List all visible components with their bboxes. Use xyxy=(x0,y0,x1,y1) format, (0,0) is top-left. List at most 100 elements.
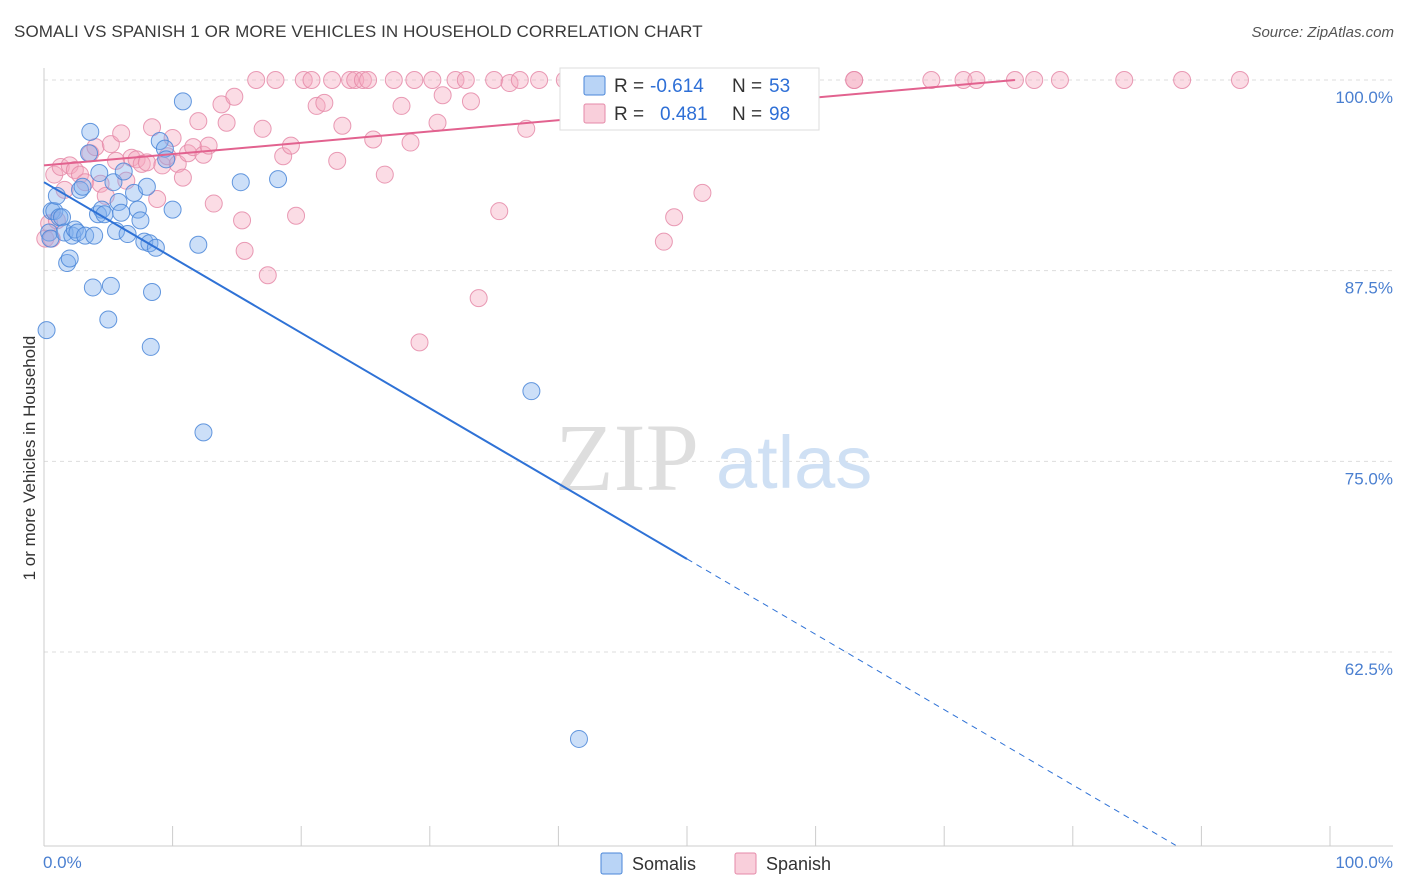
spanish-point xyxy=(353,71,372,89)
legend-swatch-somali xyxy=(583,75,606,96)
legend: R = -0.614 N = 53 R = 0.481 N = 98 xyxy=(559,67,820,131)
bottom-legend-somali: Somalis xyxy=(632,854,696,874)
legend-r-label-spanish: R = xyxy=(614,104,644,125)
legend-n-label-somali: N = xyxy=(732,76,762,97)
somali-trend-line xyxy=(43,181,688,560)
legend-n-spanish: 98 xyxy=(769,104,790,125)
axes xyxy=(43,68,1393,847)
spanish-point xyxy=(510,71,529,89)
spanish-point xyxy=(266,71,285,89)
watermark-zip: ZIP xyxy=(555,404,699,511)
spanish-point xyxy=(333,116,352,135)
spanish-point xyxy=(274,147,293,166)
y-tick-label: 75.0% xyxy=(1345,469,1393,488)
somali-point xyxy=(112,203,131,222)
spanish-point xyxy=(143,118,162,137)
bottom-legend-swatch-somali xyxy=(600,852,623,875)
somali-point xyxy=(40,223,59,242)
somali-trend-extension xyxy=(686,558,1176,846)
spanish-point xyxy=(341,71,360,89)
spanish-point xyxy=(235,241,254,260)
somali-point xyxy=(231,173,250,192)
spanish-point xyxy=(469,289,488,308)
somali-point xyxy=(189,235,208,254)
somali-point xyxy=(143,283,162,302)
spanish-point xyxy=(500,74,519,93)
spanish-point xyxy=(392,96,411,115)
spanish-point xyxy=(253,119,272,138)
somali-point xyxy=(37,321,56,340)
spanish-point xyxy=(423,71,442,89)
spanish-point xyxy=(1115,71,1134,89)
spanish-point xyxy=(401,133,420,152)
spanish-point xyxy=(281,136,300,155)
spanish-point xyxy=(428,113,447,132)
somali-point xyxy=(71,180,90,199)
somali-point xyxy=(81,122,100,141)
spanish-point xyxy=(375,165,394,184)
somali-point xyxy=(99,310,118,329)
spanish-point xyxy=(217,113,236,132)
somali-point xyxy=(137,177,156,196)
somali-point xyxy=(65,220,84,239)
spanish-point xyxy=(654,232,673,251)
spanish-point xyxy=(693,183,712,202)
somali-point xyxy=(101,276,120,295)
spanish-point xyxy=(294,71,313,89)
spanish-point xyxy=(665,208,684,227)
spanish-point xyxy=(845,71,864,89)
somali-point xyxy=(73,177,92,196)
spanish-point xyxy=(364,130,383,149)
spanish-point xyxy=(433,86,452,105)
somali-point xyxy=(194,423,213,442)
x-tick-label-max: 100.0% xyxy=(1335,853,1393,872)
spanish-point xyxy=(446,71,465,89)
legend-swatch-spanish xyxy=(583,103,606,124)
spanish-point xyxy=(112,124,131,143)
somali-point xyxy=(173,92,192,111)
spanish-point xyxy=(490,202,509,221)
somali-point xyxy=(114,162,133,181)
spanish-point xyxy=(485,71,504,89)
spanish-point xyxy=(967,71,986,89)
spanish-point xyxy=(517,119,536,138)
spanish-point xyxy=(323,71,342,89)
spanish-point xyxy=(384,71,403,89)
spanish-point xyxy=(45,165,64,184)
watermark-atlas: atlas xyxy=(716,421,872,504)
spanish-point xyxy=(204,194,223,213)
somali-point xyxy=(522,382,541,401)
spanish-point xyxy=(225,87,244,106)
spanish-point xyxy=(530,71,549,89)
spanish-point xyxy=(233,211,252,230)
spanish-point xyxy=(461,92,480,111)
spanish-point xyxy=(107,151,126,170)
x-tick-label-min: 0.0% xyxy=(43,853,82,872)
somali-point xyxy=(90,164,109,183)
spanish-point xyxy=(287,206,306,225)
bottom-legend: Somalis Spanish xyxy=(600,852,831,875)
spanish-point xyxy=(148,189,167,208)
source-label: Source: ZipAtlas.com xyxy=(1251,24,1394,41)
spanish-point xyxy=(1173,71,1192,89)
somali-point xyxy=(53,208,72,227)
somali-point xyxy=(163,200,182,219)
spanish-point xyxy=(1230,71,1249,89)
spanish-point xyxy=(456,71,475,89)
chart-title: SOMALI VS SPANISH 1 OR MORE VEHICLES IN … xyxy=(14,22,703,41)
legend-n-label-spanish: N = xyxy=(732,104,762,125)
y-tick-labels: 100.0% 87.5% 75.0% 62.5% xyxy=(1335,88,1393,679)
bottom-legend-spanish: Spanish xyxy=(766,854,831,874)
spanish-point xyxy=(1025,71,1044,89)
y-tick-label: 62.5% xyxy=(1345,660,1393,679)
somali-point xyxy=(60,249,79,268)
spanish-trend-line xyxy=(43,79,1016,167)
spanish-point xyxy=(410,333,429,352)
spanish-point xyxy=(328,151,347,170)
y-axis-label: 1 or more Vehicles in Household xyxy=(20,336,39,581)
spanish-point xyxy=(189,112,208,131)
somali-point xyxy=(569,729,588,748)
spanish-point xyxy=(258,266,277,285)
somali-point xyxy=(128,200,147,219)
